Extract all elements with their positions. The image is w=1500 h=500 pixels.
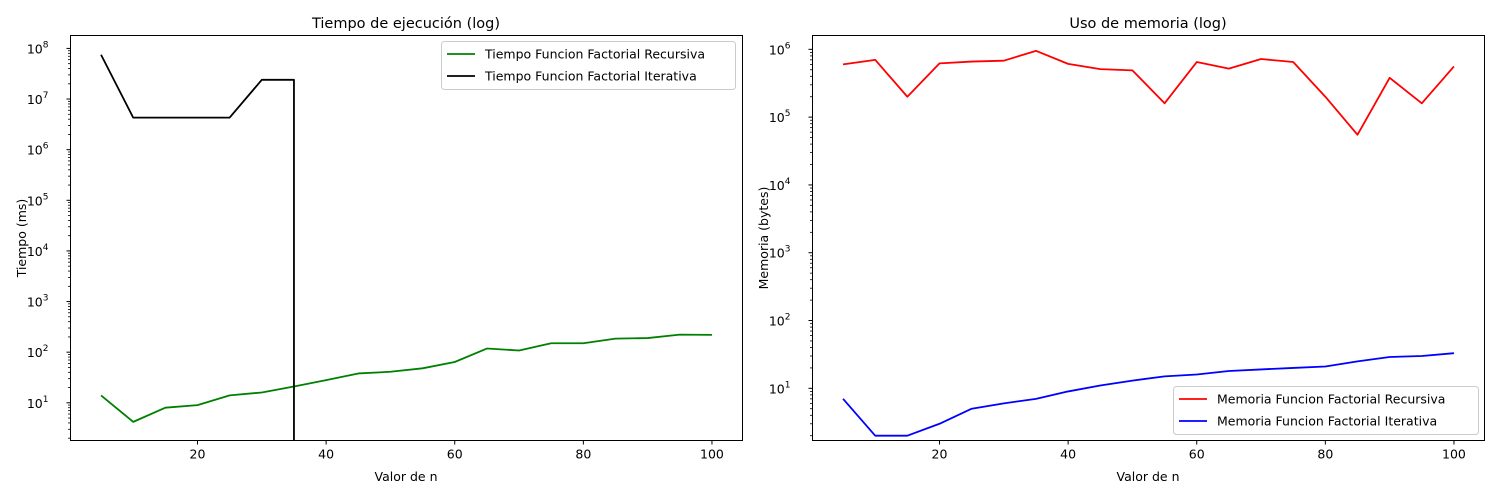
legend-label-recursiva: Tiempo Funcion Factorial Recursiva — [484, 47, 705, 62]
x-tick-label: 80 — [575, 447, 591, 462]
x-tick-label: 100 — [1442, 447, 1466, 462]
y-tick-label: 101 — [769, 380, 791, 396]
y-tick-label: 103 — [769, 245, 791, 261]
chart-left-plot: 20 40 60 80 100 101 102 103 104 105 106 107 108 — [27, 40, 724, 461]
chart-left-ylabel: Tiempo (ms) — [14, 199, 29, 279]
x-tick-label: 60 — [447, 447, 463, 462]
series-line-1 — [100, 54, 295, 441]
y-tick-label: 106 — [27, 142, 49, 158]
legend-box — [441, 41, 736, 90]
chart-right-title: Uso de memoria (log) — [1069, 16, 1226, 32]
chart-right-plot: 20 40 60 80 100 101 102 103 104 105 106 — [769, 41, 1466, 461]
chart-right: Uso de memoria (log) 20 40 60 80 100 101 102 10… — [756, 16, 1485, 484]
x-tick-label: 80 — [1317, 447, 1333, 462]
y-tick-label: 102 — [27, 344, 49, 360]
y-tick-label: 107 — [27, 91, 49, 107]
chart-left-frame — [70, 35, 743, 441]
y-tick-label: 104 — [27, 243, 49, 259]
legend-box — [1173, 386, 1479, 435]
series-line-0 — [842, 49, 1455, 136]
chart-left-xlabel: Valor de n — [375, 469, 438, 484]
x-tick-label: 20 — [190, 447, 206, 462]
x-tick-label: 40 — [318, 447, 334, 462]
x-tick-label: 40 — [1060, 447, 1076, 462]
x-tick-label: 60 — [1189, 447, 1205, 462]
y-tick-label: 108 — [27, 40, 49, 56]
chart-right-ylabel: Memoria (bytes) — [756, 187, 771, 290]
y-tick-label: 102 — [769, 313, 791, 329]
legend-label-recursiva: Memoria Funcion Factorial Recursiva — [1217, 392, 1445, 407]
series-line-0 — [100, 333, 712, 423]
y-tick-label: 103 — [27, 294, 49, 310]
legend-label-iterativa: Memoria Funcion Factorial Iterativa — [1217, 414, 1437, 429]
legend-label-iterativa: Tiempo Funcion Factorial Iterativa — [484, 69, 697, 84]
chart-right-frame — [812, 35, 1485, 441]
chart-left-title: Tiempo de ejecución (log) — [311, 16, 500, 32]
chart-left: Tiempo de ejecución (log) 20 40 60 80 100 101… — [14, 16, 743, 484]
y-tick-label: 105 — [27, 192, 49, 208]
y-tick-label: 101 — [27, 395, 49, 411]
chart-right-legend: Memoria Funcion Factorial Recursiva Memo… — [1173, 386, 1479, 435]
x-tick-label: 100 — [700, 447, 724, 462]
y-tick-label: 106 — [769, 41, 791, 57]
x-tick-label: 20 — [932, 447, 948, 462]
series-line-1 — [842, 352, 1455, 437]
chart-right-xlabel: Valor de n — [1117, 469, 1180, 484]
y-tick-label: 105 — [769, 109, 791, 125]
chart-left-legend: Tiempo Funcion Factorial Recursiva Tiemp… — [441, 41, 736, 90]
y-tick-label: 104 — [769, 177, 791, 193]
